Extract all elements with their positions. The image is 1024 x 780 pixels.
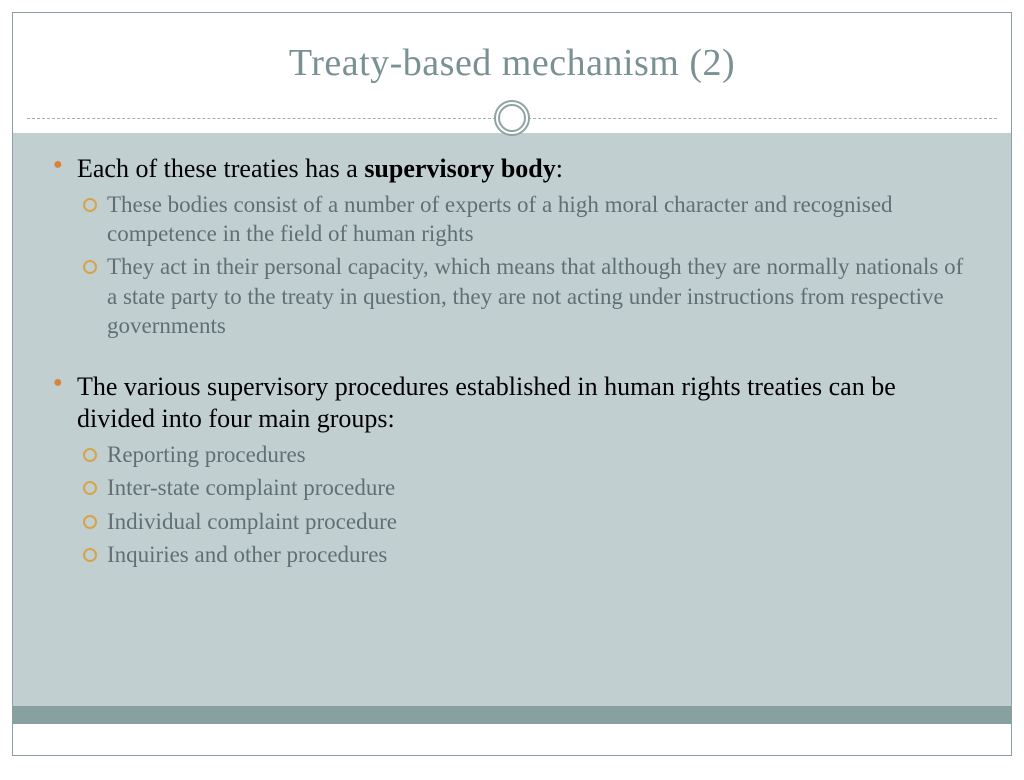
subbullet-experts: These bodies consist of a number of expe… <box>77 190 975 249</box>
sub-list-1: These bodies consist of a number of expe… <box>77 190 975 341</box>
sub-list-2: Reporting procedures Inter-state complai… <box>77 440 975 570</box>
slide-frame: Treaty-based mechanism (2) Each of these… <box>12 12 1012 756</box>
footer-bar <box>13 706 1011 724</box>
subbullet-reporting: Reporting procedures <box>77 440 975 469</box>
main-list-2: The various supervisory procedures estab… <box>49 371 975 570</box>
text-pre: Each of these treaties has a <box>77 154 364 183</box>
text-groups: The various supervisory procedures estab… <box>77 372 896 434</box>
slide-title: Treaty-based mechanism (2) <box>53 41 971 85</box>
main-list: Each of these treaties has a supervisory… <box>49 153 975 341</box>
text-bold: supervisory body <box>364 154 555 183</box>
spacer <box>49 347 975 371</box>
subbullet-individual: Individual complaint procedure <box>77 507 975 536</box>
subbullet-personal-capacity: They act in their personal capacity, whi… <box>77 252 975 340</box>
subbullet-interstate: Inter-state complaint procedure <box>77 473 975 502</box>
circle-ornament-icon <box>495 101 529 135</box>
bullet-four-groups: The various supervisory procedures estab… <box>49 371 975 570</box>
divider <box>13 103 1011 133</box>
bullet-supervisory-body: Each of these treaties has a supervisory… <box>49 153 975 341</box>
subbullet-inquiries: Inquiries and other procedures <box>77 540 975 569</box>
text-post: : <box>556 154 563 183</box>
body-area: Each of these treaties has a supervisory… <box>13 133 1011 724</box>
header-area: Treaty-based mechanism (2) <box>13 13 1011 103</box>
